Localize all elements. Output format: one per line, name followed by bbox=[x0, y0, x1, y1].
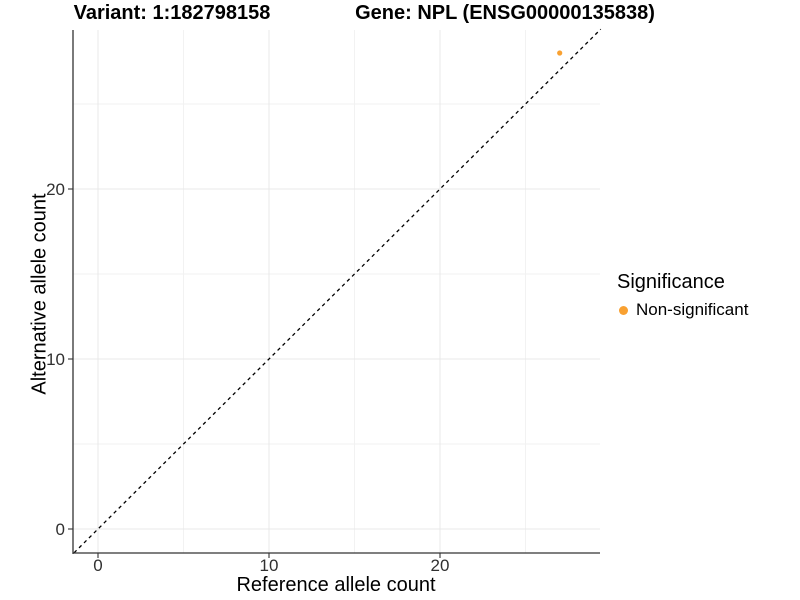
y-tick-label: 10 bbox=[46, 350, 65, 369]
x-tick-label: 10 bbox=[260, 556, 279, 575]
x-tick-label: 20 bbox=[431, 556, 450, 575]
legend-title: Significance bbox=[617, 271, 725, 293]
data-point bbox=[557, 50, 563, 56]
legend-entry-label: Non-significant bbox=[636, 300, 749, 319]
plot-title-variant: Variant: 1:182798158 bbox=[73, 2, 271, 24]
x-tick-label: 0 bbox=[93, 556, 102, 575]
legend-point-icon bbox=[619, 305, 628, 315]
legend: Significance Non-significant bbox=[617, 271, 748, 320]
y-tick-label: 20 bbox=[46, 180, 65, 199]
y-axis-title: Alternative allele count bbox=[28, 193, 51, 395]
plot-title-gene: Gene: NPL (ENSG00000135838) bbox=[355, 2, 655, 24]
legend-entry: Non-significant bbox=[617, 300, 748, 320]
identity-line bbox=[73, 28, 602, 554]
y-tick-label: 0 bbox=[56, 520, 65, 539]
x-axis-title: Reference allele count bbox=[236, 574, 436, 596]
